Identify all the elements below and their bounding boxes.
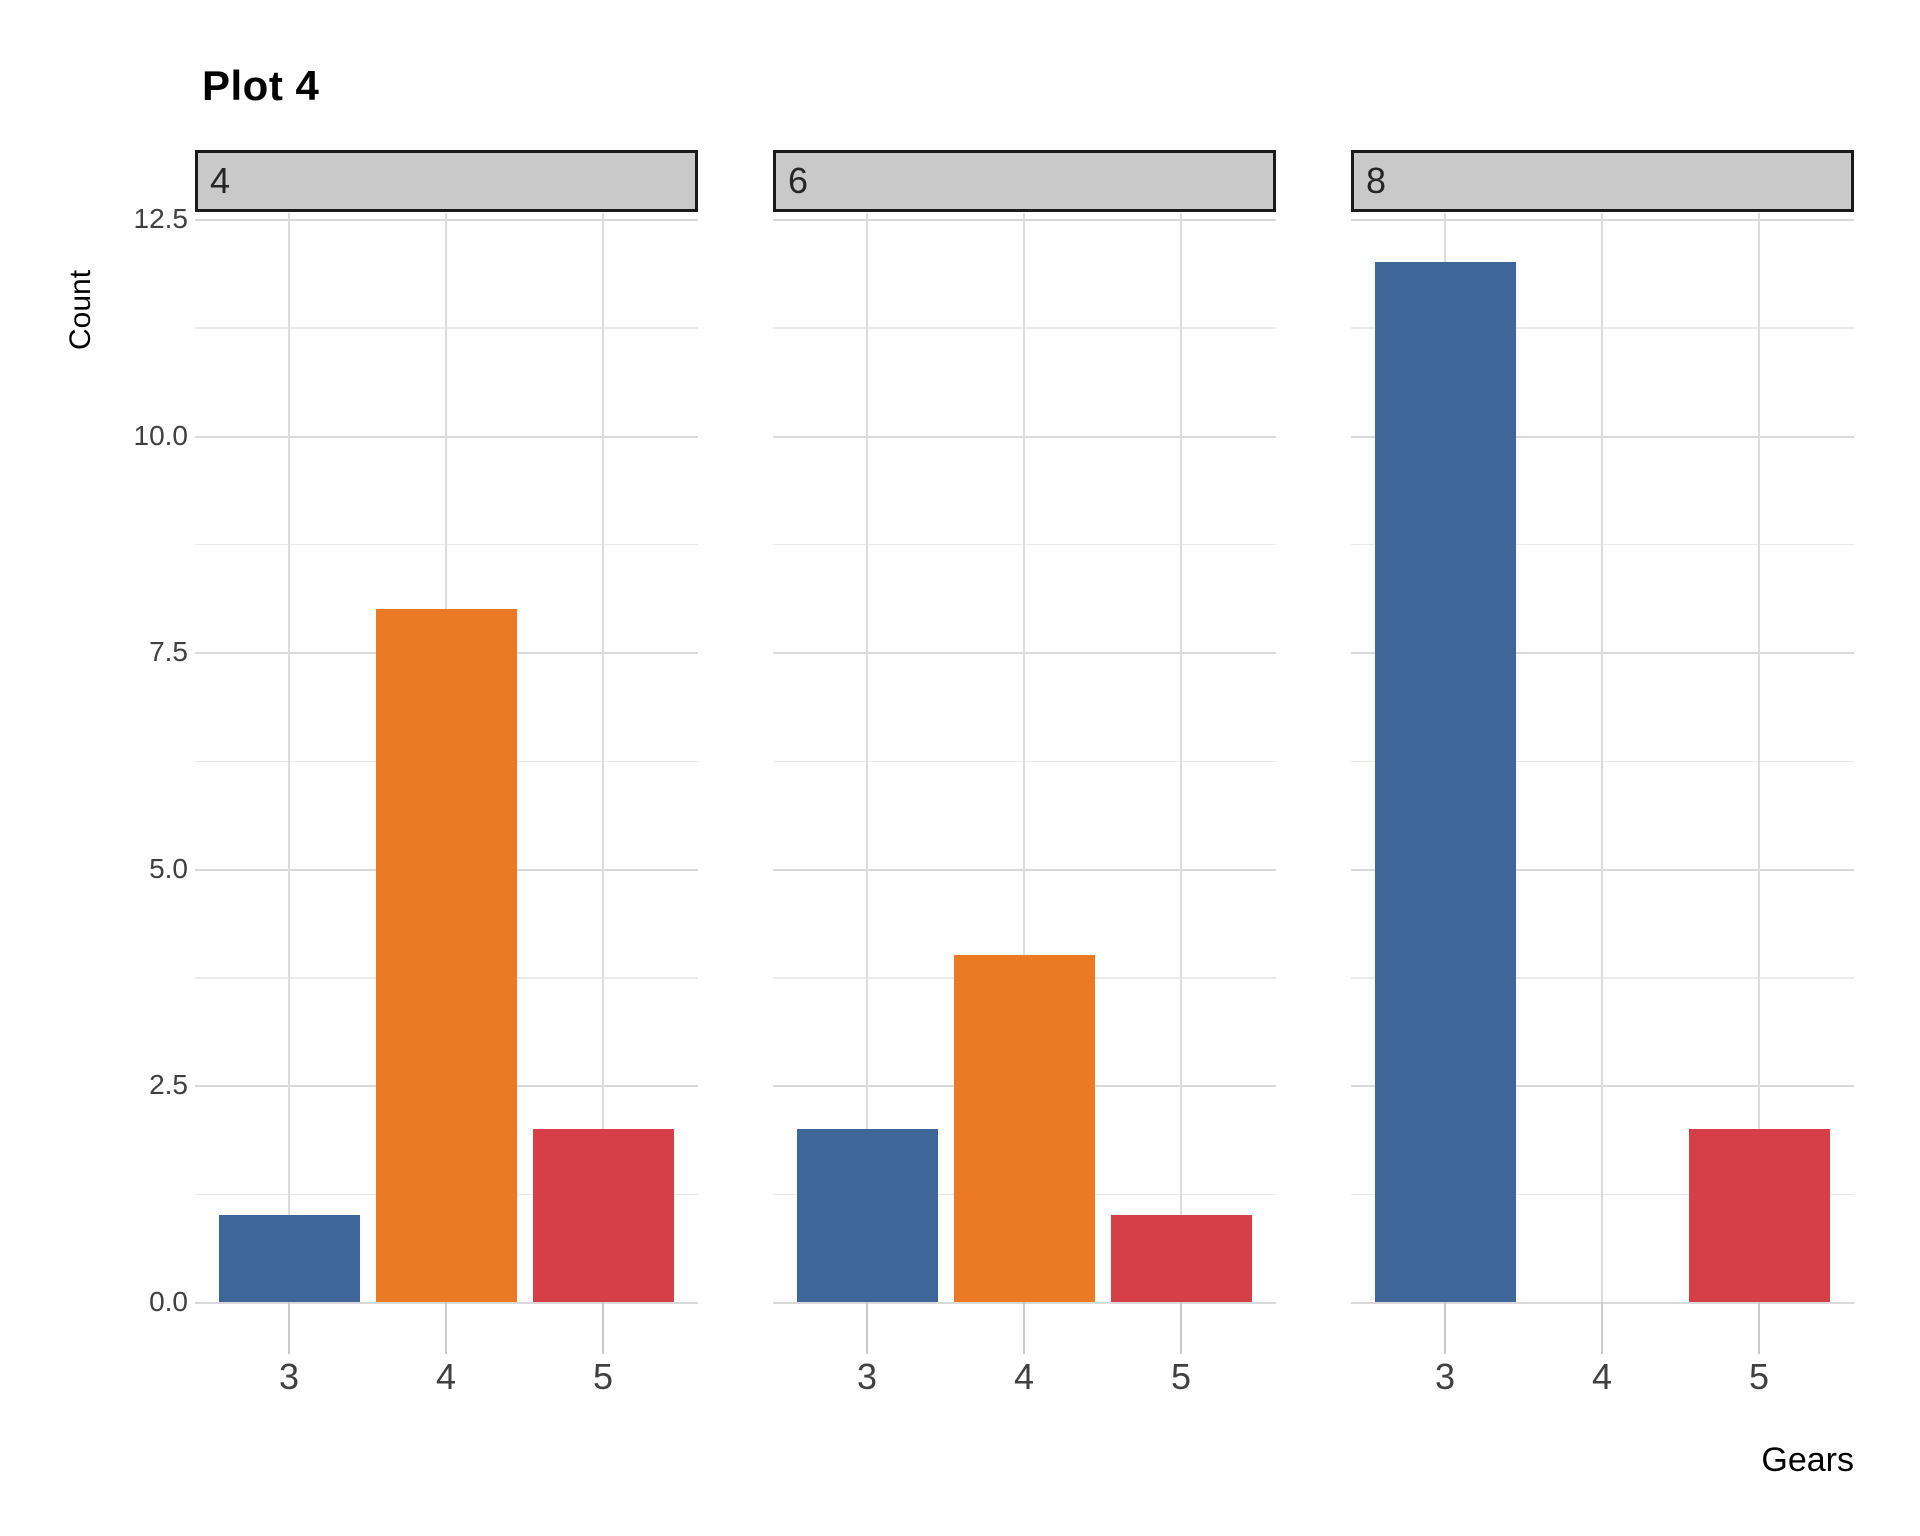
x-tick-label: 3 (856, 1356, 878, 1397)
facet-strip: 6 (773, 150, 1276, 212)
x-tick (1601, 1302, 1603, 1354)
y-tick-label: 5.0 (149, 852, 188, 884)
gridline-vertical (288, 213, 290, 1302)
x-axis-title: Gears (1761, 1441, 1854, 1479)
gridline-vertical (866, 213, 868, 1302)
x-tick (1023, 1302, 1025, 1354)
y-axis-title: Count (64, 269, 97, 350)
facet-strip-label: 4 (210, 160, 231, 201)
y-tick-label: 0.0 (149, 1286, 188, 1317)
x-tick-label: 5 (1748, 1356, 1770, 1397)
facet-strip-label: 6 (788, 160, 809, 201)
bar-gear-5 (1110, 1215, 1252, 1302)
gridline-vertical (602, 213, 604, 1302)
x-tick-label: 3 (1434, 1356, 1456, 1397)
x-tick-label: 4 (1591, 1356, 1613, 1397)
gridline-vertical (1023, 213, 1025, 1302)
x-tick (1180, 1302, 1182, 1354)
facet-panel (773, 213, 1276, 1304)
x-tick-label: 3 (278, 1356, 300, 1397)
bar-gear-3 (796, 1128, 938, 1302)
y-tick-label: 7.5 (149, 636, 188, 668)
x-tick (602, 1302, 604, 1354)
x-tick-label: 5 (1170, 1356, 1192, 1397)
x-tick (445, 1302, 447, 1354)
facet-strip-label: 8 (1366, 160, 1387, 201)
gridline-vertical (1601, 213, 1603, 1302)
y-tick-label: 12.5 (133, 203, 189, 234)
facet-panel (195, 213, 698, 1304)
y-tick-label: 10.0 (133, 419, 189, 451)
x-tick-label: 4 (1013, 1356, 1035, 1397)
gridline-vertical (1180, 213, 1182, 1302)
x-tick (1444, 1302, 1446, 1354)
bar-gear-5 (532, 1128, 674, 1302)
gridline-vertical (1758, 213, 1760, 1302)
facet-panel (1351, 213, 1854, 1304)
bar-gear-4 (375, 608, 517, 1302)
bar-gear-3 (1374, 262, 1516, 1302)
facet-strip: 8 (1351, 150, 1854, 212)
x-tick (288, 1302, 290, 1354)
x-tick (866, 1302, 868, 1354)
x-tick-label: 4 (435, 1356, 457, 1397)
chart-title: Plot 4 (202, 62, 320, 109)
x-tick-label: 5 (592, 1356, 614, 1397)
bar-gear-4 (953, 955, 1095, 1302)
y-tick-label: 2.5 (149, 1069, 188, 1101)
bar-gear-3 (218, 1215, 360, 1302)
x-tick (1758, 1302, 1760, 1354)
bar-gear-5 (1688, 1128, 1830, 1302)
facet-strip: 4 (195, 150, 698, 212)
